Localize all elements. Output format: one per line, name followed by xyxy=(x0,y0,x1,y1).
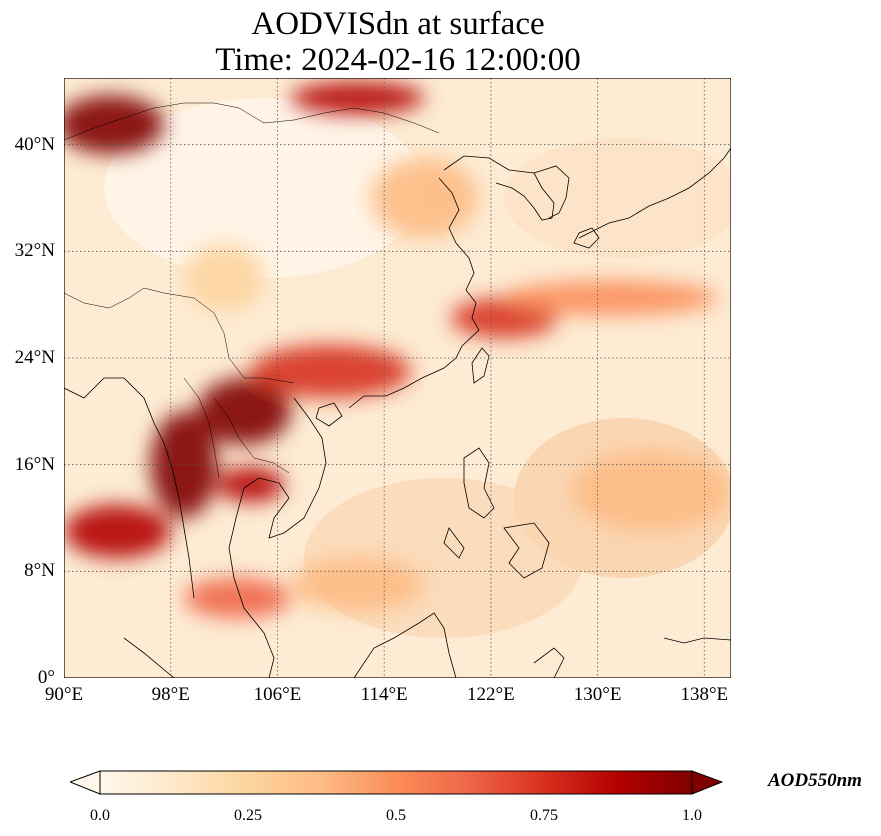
map-canvas xyxy=(64,78,731,678)
aod-plume-cambodia xyxy=(217,467,284,502)
lon-label-114: 114°E xyxy=(361,684,408,706)
colorbar xyxy=(70,768,726,802)
lat-label-8: 8°N xyxy=(24,561,55,581)
aod-plume-scs-south xyxy=(291,558,424,611)
lon-label-138: 138°E xyxy=(680,684,728,706)
colorbar-tick-0.5: 0.5 xyxy=(386,807,406,825)
lat-label-24: 24°N xyxy=(15,348,55,368)
map-time-subtitle: Time: 2024-02-16 12:00:00 xyxy=(0,42,796,78)
aod-plume-yellow-sea xyxy=(371,158,478,238)
map-panel xyxy=(64,78,731,678)
colorbar-tick-0.25: 0.25 xyxy=(234,807,262,825)
lat-label-16: 16°N xyxy=(15,455,55,475)
lat-label-40: 40°N xyxy=(15,135,55,155)
colorbar-min-extend xyxy=(70,771,100,794)
aod-plume-tibet-east xyxy=(184,245,264,312)
lon-label-98: 98°E xyxy=(152,684,190,706)
colorbar-tick-0.0: 0.0 xyxy=(90,807,110,825)
colorbar-tick-1.0: 1.0 xyxy=(682,807,702,825)
aod-plume-malaysia xyxy=(184,578,291,618)
lon-label-90: 90°E xyxy=(45,684,83,706)
map-title: AODVISdn at surface xyxy=(0,6,796,42)
lon-label-130: 130°E xyxy=(574,684,622,706)
colorbar-gradient xyxy=(100,771,692,794)
aod-plume-mongolia-strip xyxy=(291,82,424,114)
aod-plume-andaman xyxy=(64,505,171,558)
lon-label-106: 106°E xyxy=(254,684,302,706)
aod-plume-pacific-east xyxy=(571,451,731,531)
lat-label-32: 32°N xyxy=(15,241,55,261)
colorbar-max-extend xyxy=(692,771,722,794)
lon-label-122: 122°E xyxy=(467,684,515,706)
colorbar-label: AOD550nm xyxy=(768,770,862,792)
aod-plume-japan-south-band xyxy=(504,281,717,316)
colorbar-tick-0.75: 0.75 xyxy=(530,807,558,825)
aod-plume-south-china xyxy=(251,345,411,398)
